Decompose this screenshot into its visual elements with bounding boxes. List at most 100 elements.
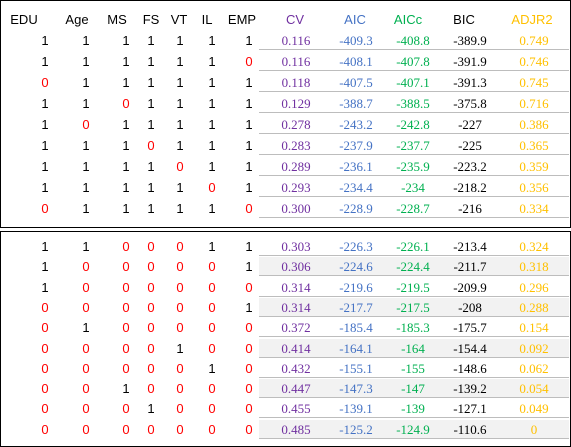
adjr2-value: 0.749 (519, 33, 549, 48)
indicator-cell: 1 (82, 239, 90, 254)
indicator-cell: 0 (208, 401, 216, 417)
adjr2-value: 0.334 (519, 201, 549, 216)
header-il: IL (201, 12, 213, 27)
aic-value: -236.1 (339, 159, 373, 174)
indicator-cell: 0 (82, 401, 90, 417)
indicator-cell: 0 (208, 279, 216, 295)
aicc-value: -235.9 (396, 159, 430, 174)
indicator-cell: 0 (208, 340, 216, 356)
indicator-cell: 0 (82, 421, 90, 437)
indicator-cell: 1 (82, 54, 90, 69)
indicator-cell: 1 (208, 96, 216, 111)
adjr2-value: 0.356 (519, 180, 549, 195)
indicator-cell: 1 (122, 381, 130, 397)
header-bic: BIC (453, 12, 475, 27)
indicator-cell: 0 (147, 279, 155, 295)
adjr2-value: 0.288 (519, 299, 549, 315)
row-separator (259, 196, 569, 197)
aicc-value: -185.3 (396, 320, 430, 336)
indicator-cell: 0 (122, 421, 130, 437)
row-band (259, 297, 569, 316)
adjr2-value: 0.062 (519, 360, 549, 376)
indicator-cell: 1 (41, 138, 49, 153)
cv-value: 0.372 (281, 320, 311, 336)
indicator-cell: 0 (147, 138, 155, 153)
indicator-cell: 0 (41, 320, 49, 336)
bic-value: -225 (458, 138, 482, 153)
row-band (259, 419, 569, 438)
indicator-cell: 1 (208, 159, 216, 174)
row-separator (259, 91, 569, 92)
indicator-cell: 1 (176, 33, 184, 48)
bic-value: -391.3 (453, 75, 487, 90)
indicator-cell: 0 (245, 401, 253, 417)
indicator-cell: 1 (147, 117, 155, 132)
cv-value: 0.293 (281, 180, 311, 195)
aicc-value: -388.5 (396, 96, 430, 111)
indicator-cell: 0 (122, 360, 130, 376)
adjr2-value: 0.318 (519, 259, 549, 275)
indicator-cell: 1 (82, 33, 90, 48)
indicator-cell: 1 (245, 75, 253, 90)
indicator-cell: 1 (147, 159, 155, 174)
indicator-cell: 1 (245, 96, 253, 111)
row-separator (259, 112, 569, 113)
indicator-cell: 0 (122, 299, 130, 315)
indicator-cell: 1 (41, 239, 49, 254)
indicator-cell: 0 (176, 381, 184, 397)
indicator-cell: 1 (245, 159, 253, 174)
header-emp: EMP (227, 12, 257, 27)
bic-value: -389.9 (453, 33, 487, 48)
header-adjr2: ADJR2 (511, 12, 553, 27)
indicator-cell: 0 (147, 360, 155, 376)
adjr2-value: 0.386 (519, 117, 549, 132)
cv-value: 0.283 (281, 138, 311, 153)
bic-value: -375.8 (453, 96, 487, 111)
aicc-value: -139 (401, 401, 425, 417)
aic-value: -234.4 (339, 180, 373, 195)
row-separator (259, 70, 569, 71)
indicator-cell: 1 (41, 117, 49, 132)
indicator-cell: 0 (208, 320, 216, 336)
indicator-cell: 1 (208, 75, 216, 90)
indicator-cell: 1 (147, 75, 155, 90)
indicator-cell: 0 (147, 320, 155, 336)
cv-value: 0.455 (281, 401, 311, 417)
row-band (259, 379, 569, 398)
indicator-cell: 0 (176, 421, 184, 437)
indicator-cell: 0 (245, 340, 253, 356)
indicator-cell: 1 (147, 180, 155, 195)
indicator-cell: 0 (176, 401, 184, 417)
aic-value: -226.3 (339, 239, 373, 254)
aicc-value: -228.7 (396, 201, 430, 216)
adjr2-value: 0.359 (519, 159, 549, 174)
indicator-cell: 0 (176, 279, 184, 295)
aic-value: -408.1 (339, 54, 373, 69)
indicator-cell: 0 (41, 201, 49, 216)
indicator-cell: 0 (208, 421, 216, 437)
indicator-cell: 0 (41, 421, 49, 437)
aicc-value: -219.5 (396, 279, 430, 295)
row-separator (259, 275, 569, 277)
indicator-cell: 1 (122, 201, 130, 216)
aicc-value: -155 (401, 360, 425, 376)
row-separator (259, 255, 569, 256)
aicc-value: -224.4 (396, 259, 430, 275)
indicator-cell: 1 (176, 117, 184, 132)
aicc-value: -124.9 (396, 421, 430, 437)
adjr2-value: 0.716 (519, 96, 549, 111)
aic-value: -139.1 (339, 401, 373, 417)
indicator-cell: 0 (176, 299, 184, 315)
indicator-cell: 0 (122, 401, 130, 417)
cv-value: 0.118 (281, 75, 311, 90)
indicator-cell: 1 (176, 138, 184, 153)
cv-value: 0.414 (281, 340, 311, 356)
indicator-cell: 1 (41, 259, 49, 275)
row-separator (259, 356, 569, 358)
indicator-cell: 1 (82, 75, 90, 90)
row-separator (259, 336, 569, 338)
cv-value: 0.485 (281, 421, 311, 437)
indicator-cell: 0 (82, 360, 90, 376)
indicator-cell: 1 (176, 340, 184, 356)
cv-value: 0.116 (281, 54, 311, 69)
